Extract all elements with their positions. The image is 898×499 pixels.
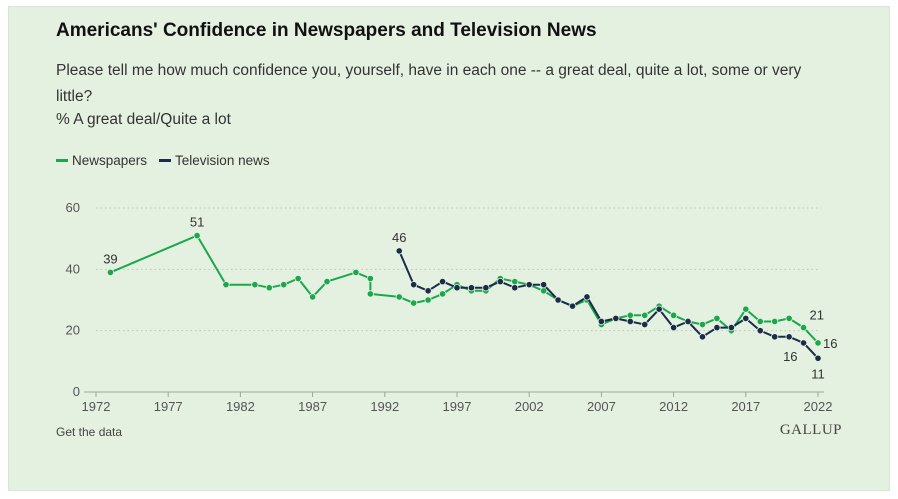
legend-swatch-newspapers xyxy=(56,159,68,162)
data-point-newspapers xyxy=(395,293,403,301)
data-point-television xyxy=(540,281,548,289)
data-point-newspapers xyxy=(641,311,649,319)
series-line-newspapers xyxy=(110,234,819,344)
data-point-television xyxy=(655,305,663,313)
gallup-logo: GALLUP xyxy=(779,422,842,438)
data-point-newspapers xyxy=(438,290,447,298)
data-point-television xyxy=(410,281,418,289)
data-label: 16 xyxy=(783,349,797,364)
data-point-newspapers xyxy=(294,274,302,283)
data-point-television xyxy=(568,302,577,310)
data-point-television xyxy=(583,293,591,301)
y-tick-label: 0 xyxy=(73,384,80,399)
measure-label: % A great deal/Quite a lot xyxy=(56,111,231,128)
data-point-newspapers xyxy=(698,320,707,329)
data-point-newspapers xyxy=(366,274,374,283)
chart-card xyxy=(8,6,890,491)
data-point-television xyxy=(785,333,793,341)
x-tick-label: 1977 xyxy=(154,399,183,414)
data-point-television xyxy=(713,323,721,332)
data-point-newspapers xyxy=(799,323,808,332)
data-label: 46 xyxy=(392,230,406,245)
data-point-newspapers xyxy=(106,268,115,276)
data-point-television xyxy=(799,339,808,347)
data-point-newspapers xyxy=(785,314,793,322)
data-point-television xyxy=(438,277,447,286)
data-point-television xyxy=(482,284,490,292)
data-point-television xyxy=(525,281,533,289)
legend: Newspapers Television news xyxy=(56,153,270,168)
data-point-newspapers xyxy=(814,339,822,347)
data-point-television xyxy=(496,277,504,286)
x-tick-label: 1997 xyxy=(443,399,472,414)
data-point-newspapers xyxy=(280,281,288,289)
data-point-television xyxy=(684,317,692,326)
get-the-data-link[interactable]: Get the data xyxy=(56,425,123,439)
data-point-television xyxy=(641,320,649,329)
data-point-newspapers xyxy=(713,314,721,322)
x-tick-label: 1982 xyxy=(226,399,255,414)
legend-label-television: Television news xyxy=(175,153,270,168)
legend-label-newspapers: Newspapers xyxy=(72,153,148,168)
data-point-television xyxy=(742,314,750,322)
data-point-television xyxy=(511,284,519,292)
x-tick-label: 2007 xyxy=(587,399,616,414)
series-line-television xyxy=(398,250,819,359)
data-point-television xyxy=(727,323,735,332)
data-point-television xyxy=(395,247,403,255)
data-point-television xyxy=(597,317,606,326)
data-label: 11 xyxy=(811,366,825,381)
x-tick-label: 2002 xyxy=(515,399,544,414)
data-point-newspapers xyxy=(756,317,764,326)
x-tick-label: 2017 xyxy=(731,399,760,414)
survey-question: Please tell me how much confidence you, … xyxy=(56,62,802,105)
data-point-television xyxy=(698,333,707,341)
data-point-newspapers xyxy=(626,311,634,319)
legend-swatch-television xyxy=(159,159,172,162)
data-point-television xyxy=(424,287,432,295)
data-point-newspapers xyxy=(511,277,519,286)
data-point-television xyxy=(453,284,461,292)
data-point-newspapers xyxy=(251,281,259,289)
x-tick-label: 1972 xyxy=(82,399,111,414)
data-point-television xyxy=(771,333,779,341)
data-label: 39 xyxy=(103,251,117,266)
data-point-newspapers xyxy=(308,293,317,301)
x-tick-label: 1992 xyxy=(370,399,399,414)
data-label: 21 xyxy=(810,308,824,323)
data-point-newspapers xyxy=(265,284,273,292)
chart-title: Americans' Confidence in Newspapers and … xyxy=(56,20,597,41)
data-label: 16 xyxy=(823,336,837,351)
data-point-newspapers xyxy=(669,311,678,319)
data-point-newspapers xyxy=(424,296,432,304)
data-point-television xyxy=(669,323,678,332)
data-point-newspapers xyxy=(222,281,230,289)
y-tick-label: 40 xyxy=(66,261,80,276)
x-tick-label: 2022 xyxy=(804,399,833,414)
legend-item-newspapers[interactable]: Newspapers xyxy=(56,153,147,168)
data-point-newspapers xyxy=(410,299,418,307)
data-point-newspapers xyxy=(742,305,750,313)
data-point-television xyxy=(756,327,764,335)
legend-item-television[interactable]: Television news xyxy=(159,153,270,168)
data-point-newspapers xyxy=(193,232,201,240)
data-point-newspapers xyxy=(540,287,548,295)
x-tick-label: 2012 xyxy=(659,399,688,414)
data-point-television xyxy=(554,296,562,304)
data-point-newspapers xyxy=(366,290,374,298)
y-tick-label: 20 xyxy=(66,323,80,338)
data-point-television xyxy=(467,284,476,292)
data-point-newspapers xyxy=(352,268,360,276)
data-point-television xyxy=(612,314,620,322)
x-tick-label: 1987 xyxy=(298,399,327,414)
data-point-newspapers xyxy=(323,277,331,286)
y-tick-label: 60 xyxy=(66,200,80,215)
data-label: 51 xyxy=(190,215,204,230)
data-point-television xyxy=(626,317,634,326)
data-point-television xyxy=(814,354,822,362)
data-point-newspapers xyxy=(771,317,779,326)
